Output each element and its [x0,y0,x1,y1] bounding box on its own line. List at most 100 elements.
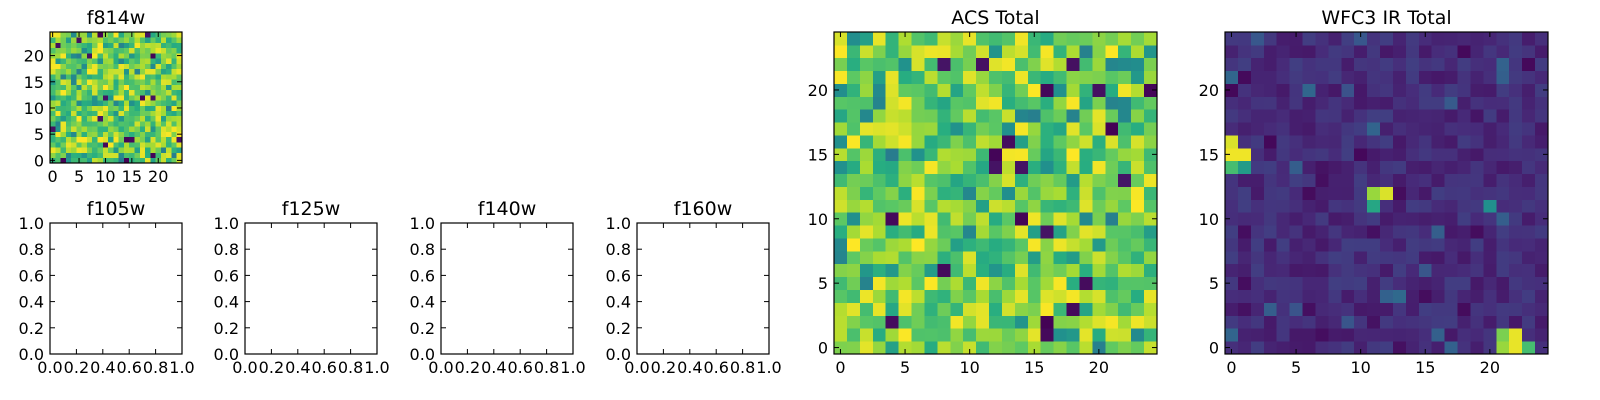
heatmap-cell [76,100,83,106]
heatmap-cell [976,109,990,123]
heatmap-cell [92,152,98,159]
heatmap-cell [1418,276,1433,290]
heatmap-cell [55,63,61,70]
heatmap-cell [1250,186,1265,200]
heatmap-cell [1079,160,1093,175]
heatmap-cell [1092,263,1106,278]
heatmap-cell [1341,328,1355,342]
heatmap-cell [1328,96,1342,110]
heatmap-cell [1001,250,1016,265]
heatmap-cell [937,199,951,213]
heatmap-cell [976,289,990,303]
heatmap-cell [898,212,912,226]
heatmap-cell [1367,225,1381,239]
heatmap-cell [1457,289,1471,303]
heatmap-cell [1027,289,1042,303]
heatmap-cell [1341,263,1355,278]
heatmap-cell [76,79,83,85]
heatmap-cell [1341,186,1355,200]
heatmap-cell [1144,122,1158,136]
heatmap-cell [1053,32,1067,46]
heatmap-cell [989,160,1003,175]
heatmap-cell [150,126,156,132]
heatmap-cell [1367,212,1381,226]
heatmap-cell [859,225,874,239]
heatmap-cell [102,63,109,70]
heatmap-cell [1302,186,1316,200]
heatmap-cell [1040,83,1055,97]
heatmap-cell [846,109,861,123]
heatmap-cell [71,94,77,101]
heatmap-cell [176,152,183,159]
heatmap-cell [1225,341,1239,355]
x-tick-label: 0.2 [64,358,89,377]
heatmap-cell [1105,212,1119,226]
heatmap-cell [1470,70,1484,84]
heatmap-cell [859,302,874,316]
heatmap-cell [963,173,977,187]
heatmap-cell [989,341,1003,355]
heatmap-cell [1354,122,1368,136]
heatmap-cell [976,276,990,290]
heatmap-cell [1225,173,1239,187]
heatmap-cell [1496,160,1510,175]
heatmap-cell [1315,225,1329,239]
heatmap-cell [1289,135,1303,149]
heatmap-cell [1483,250,1497,265]
x-tick-label: 0.6 [311,358,336,377]
heatmap-cell [129,131,135,138]
heatmap-cell [1237,238,1252,252]
heatmap-cell [155,142,162,148]
heatmap-cell [1066,250,1080,265]
heatmap-cell [846,212,861,226]
heatmap-cell [145,105,151,111]
heatmap-cell [1066,199,1080,213]
heatmap-cell [176,89,183,96]
heatmap-cell [97,58,104,64]
heatmap-cell [1276,276,1290,290]
heatmap-cell [950,57,964,72]
heatmap-cell [81,79,88,85]
heatmap-cell [145,121,151,127]
heatmap-cell [1483,44,1497,59]
heatmap-cell [846,96,861,110]
heatmap-cell [1405,263,1420,278]
heatmap-cell [1250,225,1265,239]
heatmap-cell [1522,276,1536,290]
heatmap-cell [1237,212,1252,226]
heatmap-cell [937,315,951,329]
heatmap-cell [872,57,887,72]
heatmap-cell [139,37,146,43]
heatmap-cell [134,58,141,64]
heatmap-cell [71,42,77,49]
heatmap-cell [50,47,56,54]
heatmap-cell [145,47,151,54]
heatmap-cell [1079,199,1093,213]
heatmap-cell [1444,186,1458,200]
heatmap-cell [1250,96,1265,110]
heatmap-cell [118,68,125,75]
heatmap-cell [963,315,977,329]
heatmap-cell [1289,341,1303,355]
heatmap-cell [1496,328,1510,342]
heatmap-cell [1457,135,1471,149]
heatmap-cell [81,63,88,70]
heatmap-cell [118,131,125,138]
heatmap-cell [846,70,861,84]
heatmap-cell [108,37,114,43]
heatmap-cell [1405,250,1420,265]
heatmap-cell [1392,186,1407,200]
heatmap-cell [1027,160,1042,175]
heatmap-cell [1131,70,1145,84]
heatmap-cell [950,122,964,136]
heatmap-cell [1289,70,1303,84]
heatmap-cell [81,131,88,138]
heatmap-cell [166,32,172,38]
heatmap-cell [1131,212,1145,226]
heatmap-cell [1001,225,1016,239]
heatmap-cell [1431,57,1446,72]
heatmap-cell [1405,289,1420,303]
heatmap-cell [160,32,167,38]
heatmap-cell [81,52,88,59]
heatmap-cell [846,199,861,213]
